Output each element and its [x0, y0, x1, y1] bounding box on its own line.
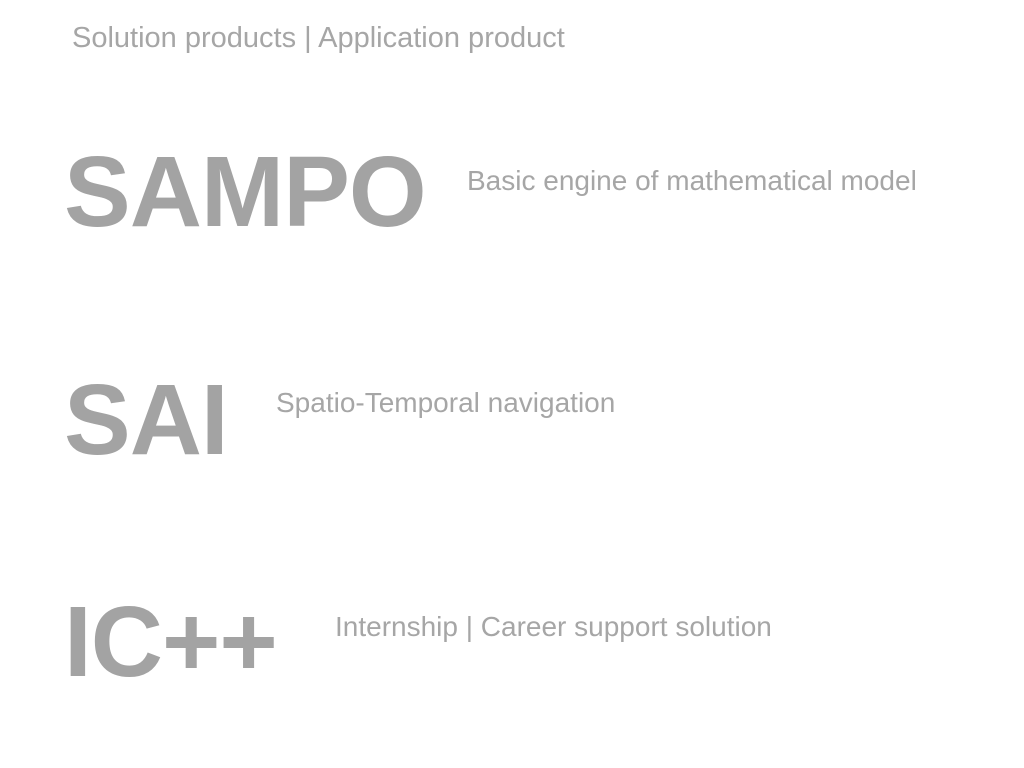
- product-name-sampo[interactable]: SAMPO: [64, 136, 427, 248]
- product-item-sai[interactable]: SAI Spatio-Temporal navigation: [64, 370, 1014, 470]
- product-description-icpp: Internship | Career support solution: [335, 611, 772, 642]
- product-description-sampo: Basic engine of mathematical model: [467, 165, 917, 196]
- page-title: Solution products | Application product: [72, 22, 565, 54]
- product-name-sai[interactable]: SAI: [64, 364, 229, 476]
- product-item-icpp[interactable]: IC++ Internship | Career support solutio…: [64, 592, 1014, 692]
- product-description-sai: Spatio-Temporal navigation: [276, 387, 616, 418]
- product-item-sampo[interactable]: SAMPO Basic engine of mathematical model: [64, 142, 1014, 242]
- product-name-icpp[interactable]: IC++: [64, 586, 278, 698]
